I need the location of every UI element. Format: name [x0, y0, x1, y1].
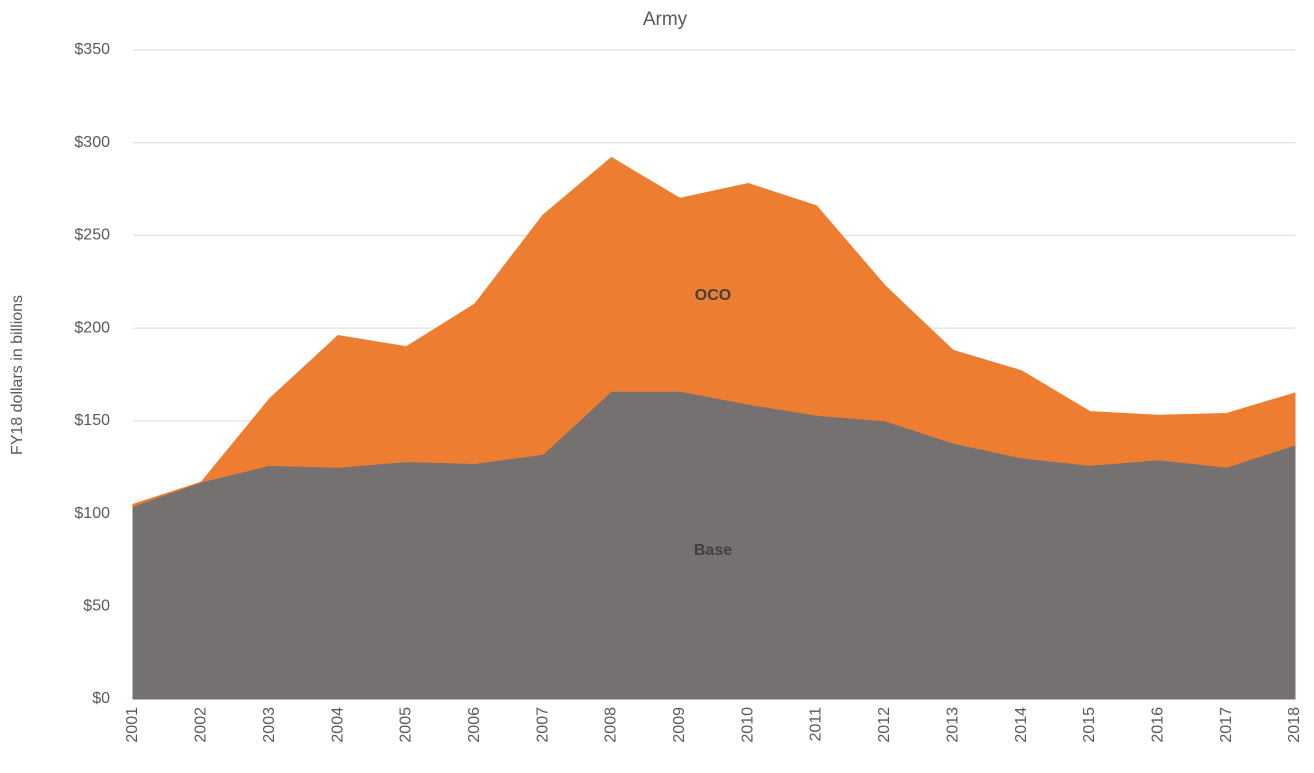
x-tick-label: 2016 — [1150, 707, 1167, 743]
x-tick-label: 2013 — [944, 707, 961, 743]
y-tick-label: $0 — [92, 690, 110, 707]
x-tick-label: 2003 — [261, 707, 278, 743]
x-tick-label: 2006 — [466, 707, 483, 743]
x-tick-label: 2007 — [534, 707, 551, 743]
x-tick-label: 2017 — [1218, 707, 1235, 743]
y-tick-label: $350 — [74, 41, 110, 58]
y-tick-label: $200 — [74, 319, 110, 336]
x-tick-label: 2004 — [329, 707, 346, 743]
x-tick-label: 2001 — [124, 707, 141, 743]
x-tick-label: 2005 — [398, 707, 415, 743]
y-tick-label: $250 — [74, 227, 110, 244]
series-label: Base — [694, 542, 732, 559]
y-tick-label: $50 — [83, 598, 110, 615]
y-tick-label: $150 — [74, 412, 110, 429]
x-tick-label: 2010 — [739, 707, 756, 743]
chart-title: Army — [643, 9, 688, 30]
area — [132, 156, 1296, 507]
x-tick-label: 2002 — [193, 707, 210, 743]
x-tick-label: 2008 — [603, 707, 620, 743]
y-axis-label: FY18 dollars in billions — [9, 295, 26, 455]
x-tick-label: 2012 — [876, 707, 893, 743]
y-tick-label: $300 — [74, 134, 110, 151]
series-label: OCO — [695, 287, 731, 304]
x-tick-label: 2015 — [1081, 707, 1098, 743]
x-tick-label: 2018 — [1286, 707, 1303, 743]
x-tick-label: 2009 — [671, 707, 688, 743]
x-tick-label: 2011 — [808, 707, 825, 742]
y-tick-label: $100 — [74, 505, 110, 522]
x-tick-label: 2014 — [1013, 707, 1030, 743]
